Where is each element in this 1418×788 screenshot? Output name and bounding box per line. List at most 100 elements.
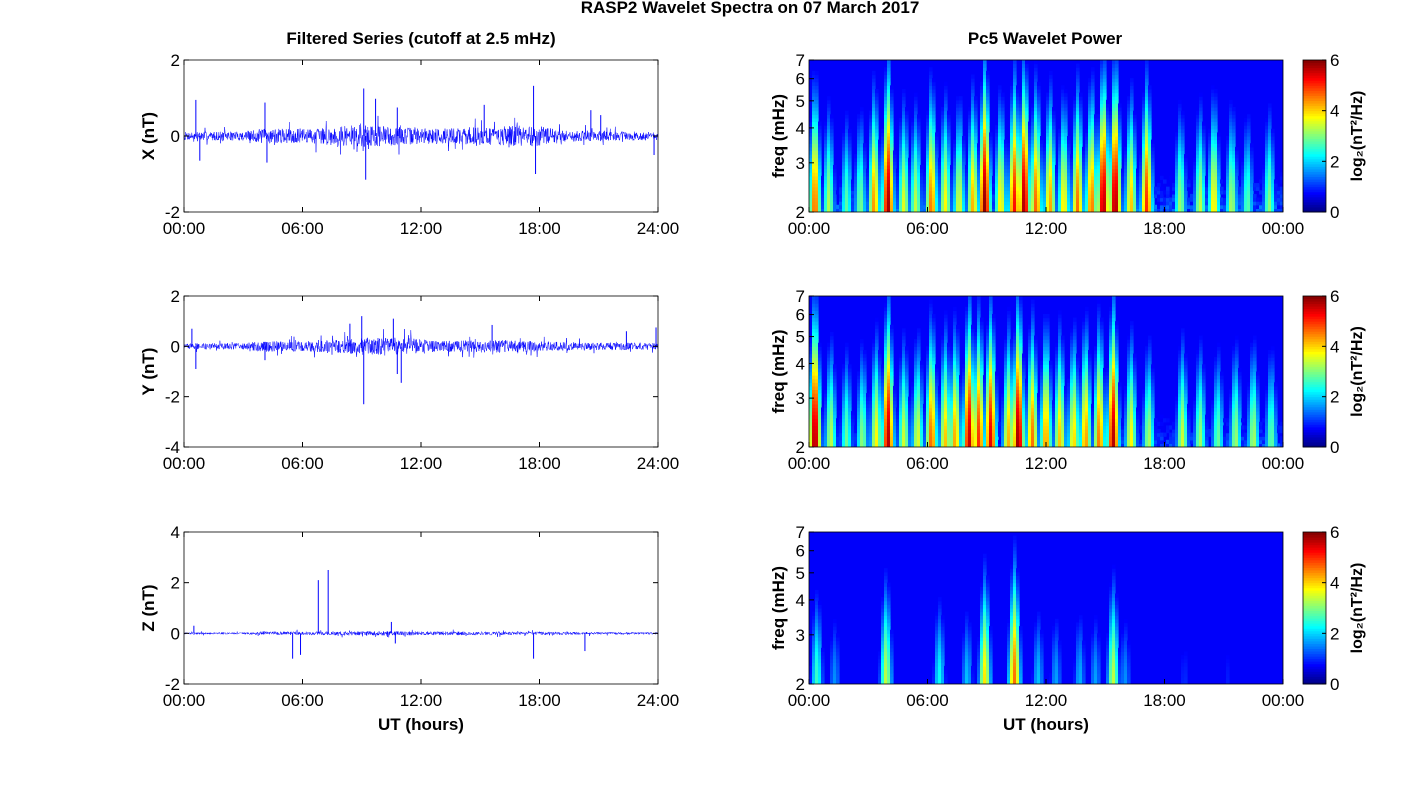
heat-cell (1148, 179, 1152, 184)
heat-cell (971, 103, 975, 108)
heat-cell (1094, 117, 1098, 123)
heat-cell (1022, 63, 1026, 68)
heat-cell (968, 143, 972, 148)
heat-cell (899, 371, 903, 376)
heat-cell (1067, 146, 1071, 152)
heat-cell (914, 183, 918, 188)
heat-cell (1244, 139, 1248, 144)
heat-cell (983, 63, 987, 68)
heat-cell (1067, 193, 1071, 199)
heat-cell (1214, 204, 1218, 209)
heat-cell (860, 197, 864, 202)
heat-cell (1010, 157, 1014, 162)
heat-cell (848, 190, 852, 195)
heat-cell (1199, 132, 1203, 137)
heat-cell (1199, 136, 1203, 141)
heat-cell (1250, 168, 1254, 173)
heat-cell (881, 378, 885, 383)
heat-cell (1109, 150, 1113, 155)
heat-cell (890, 367, 894, 373)
heat-cell (917, 143, 921, 148)
heat-cell (1091, 175, 1095, 181)
heat-cell (1073, 172, 1077, 177)
heat-cell (1001, 121, 1005, 126)
heat-cell (1247, 164, 1251, 170)
heat-cell (995, 168, 999, 173)
heat-cell (893, 154, 897, 159)
heat-cell (992, 175, 996, 181)
heat-cell (1094, 183, 1098, 188)
heat-cell (887, 429, 891, 434)
heat-cell (1016, 168, 1020, 173)
heat-cell (1202, 208, 1206, 212)
heat-cell (1094, 157, 1098, 162)
heat-cell (893, 197, 897, 202)
heat-cell (959, 157, 963, 162)
heat-cell (1100, 143, 1104, 148)
heat-cell (884, 107, 888, 112)
heat-cell (974, 197, 978, 202)
heat-cell (998, 204, 1002, 209)
heat-cell (917, 136, 921, 141)
heat-cell (1142, 117, 1146, 123)
heat-cell (902, 125, 906, 130)
heat-cell (980, 114, 984, 119)
heat-cell (887, 168, 891, 173)
heat-cell (1181, 143, 1185, 148)
heat-cell (1010, 168, 1014, 173)
heat-cell (1232, 161, 1236, 166)
heat-cell (1064, 136, 1068, 141)
heat-cell (914, 96, 918, 101)
heat-cell (812, 103, 816, 108)
heat-cell (971, 136, 975, 141)
heat-cell (1031, 161, 1035, 166)
heat-cell (986, 197, 990, 202)
heat-cell (815, 161, 819, 166)
heat-cell (863, 414, 867, 419)
heat-cell (1094, 139, 1098, 144)
heat-cell (944, 197, 948, 202)
heat-cell (1013, 150, 1017, 155)
heat-cell (1007, 190, 1011, 195)
heat-cell (1178, 208, 1182, 212)
heat-cell (1154, 190, 1158, 195)
heat-cell (1061, 208, 1065, 212)
heat-cell (1184, 179, 1188, 184)
heat-cell (875, 197, 879, 202)
heat-cell (1067, 150, 1071, 155)
heat-cell (986, 186, 990, 191)
heat-cell (827, 393, 831, 398)
heat-cell (845, 357, 849, 362)
heat-cell (833, 411, 837, 416)
heat-cell (815, 193, 819, 199)
heat-cell (959, 99, 963, 105)
heat-cell (875, 110, 879, 115)
heat-cell (1097, 150, 1101, 155)
heat-cell (815, 103, 819, 108)
heat-cell (830, 439, 834, 445)
heat-cell (926, 114, 930, 119)
heat-cell (1061, 172, 1065, 177)
heat-cell (1181, 197, 1185, 202)
heat-cell (995, 132, 999, 137)
heat-cell (914, 439, 918, 445)
heat-cell (1088, 128, 1092, 133)
heat-cell (1202, 186, 1206, 191)
heat-cell (1121, 204, 1125, 209)
heat-cell (1064, 183, 1068, 188)
heat-cell (815, 204, 819, 209)
heat-cell (908, 400, 912, 405)
heat-cell (839, 418, 843, 423)
heat-cell (839, 197, 843, 202)
heat-cell (881, 432, 885, 437)
heat-cell (902, 364, 906, 369)
heat-cell (830, 139, 834, 144)
heat-cell (1106, 154, 1110, 159)
heat-cell (950, 172, 954, 177)
heat-cell (881, 201, 885, 206)
heat-cell (1061, 117, 1065, 123)
heat-cell (827, 436, 831, 441)
heat-cell (884, 436, 888, 441)
heat-cell (974, 146, 978, 152)
heat-cell (1280, 193, 1283, 199)
